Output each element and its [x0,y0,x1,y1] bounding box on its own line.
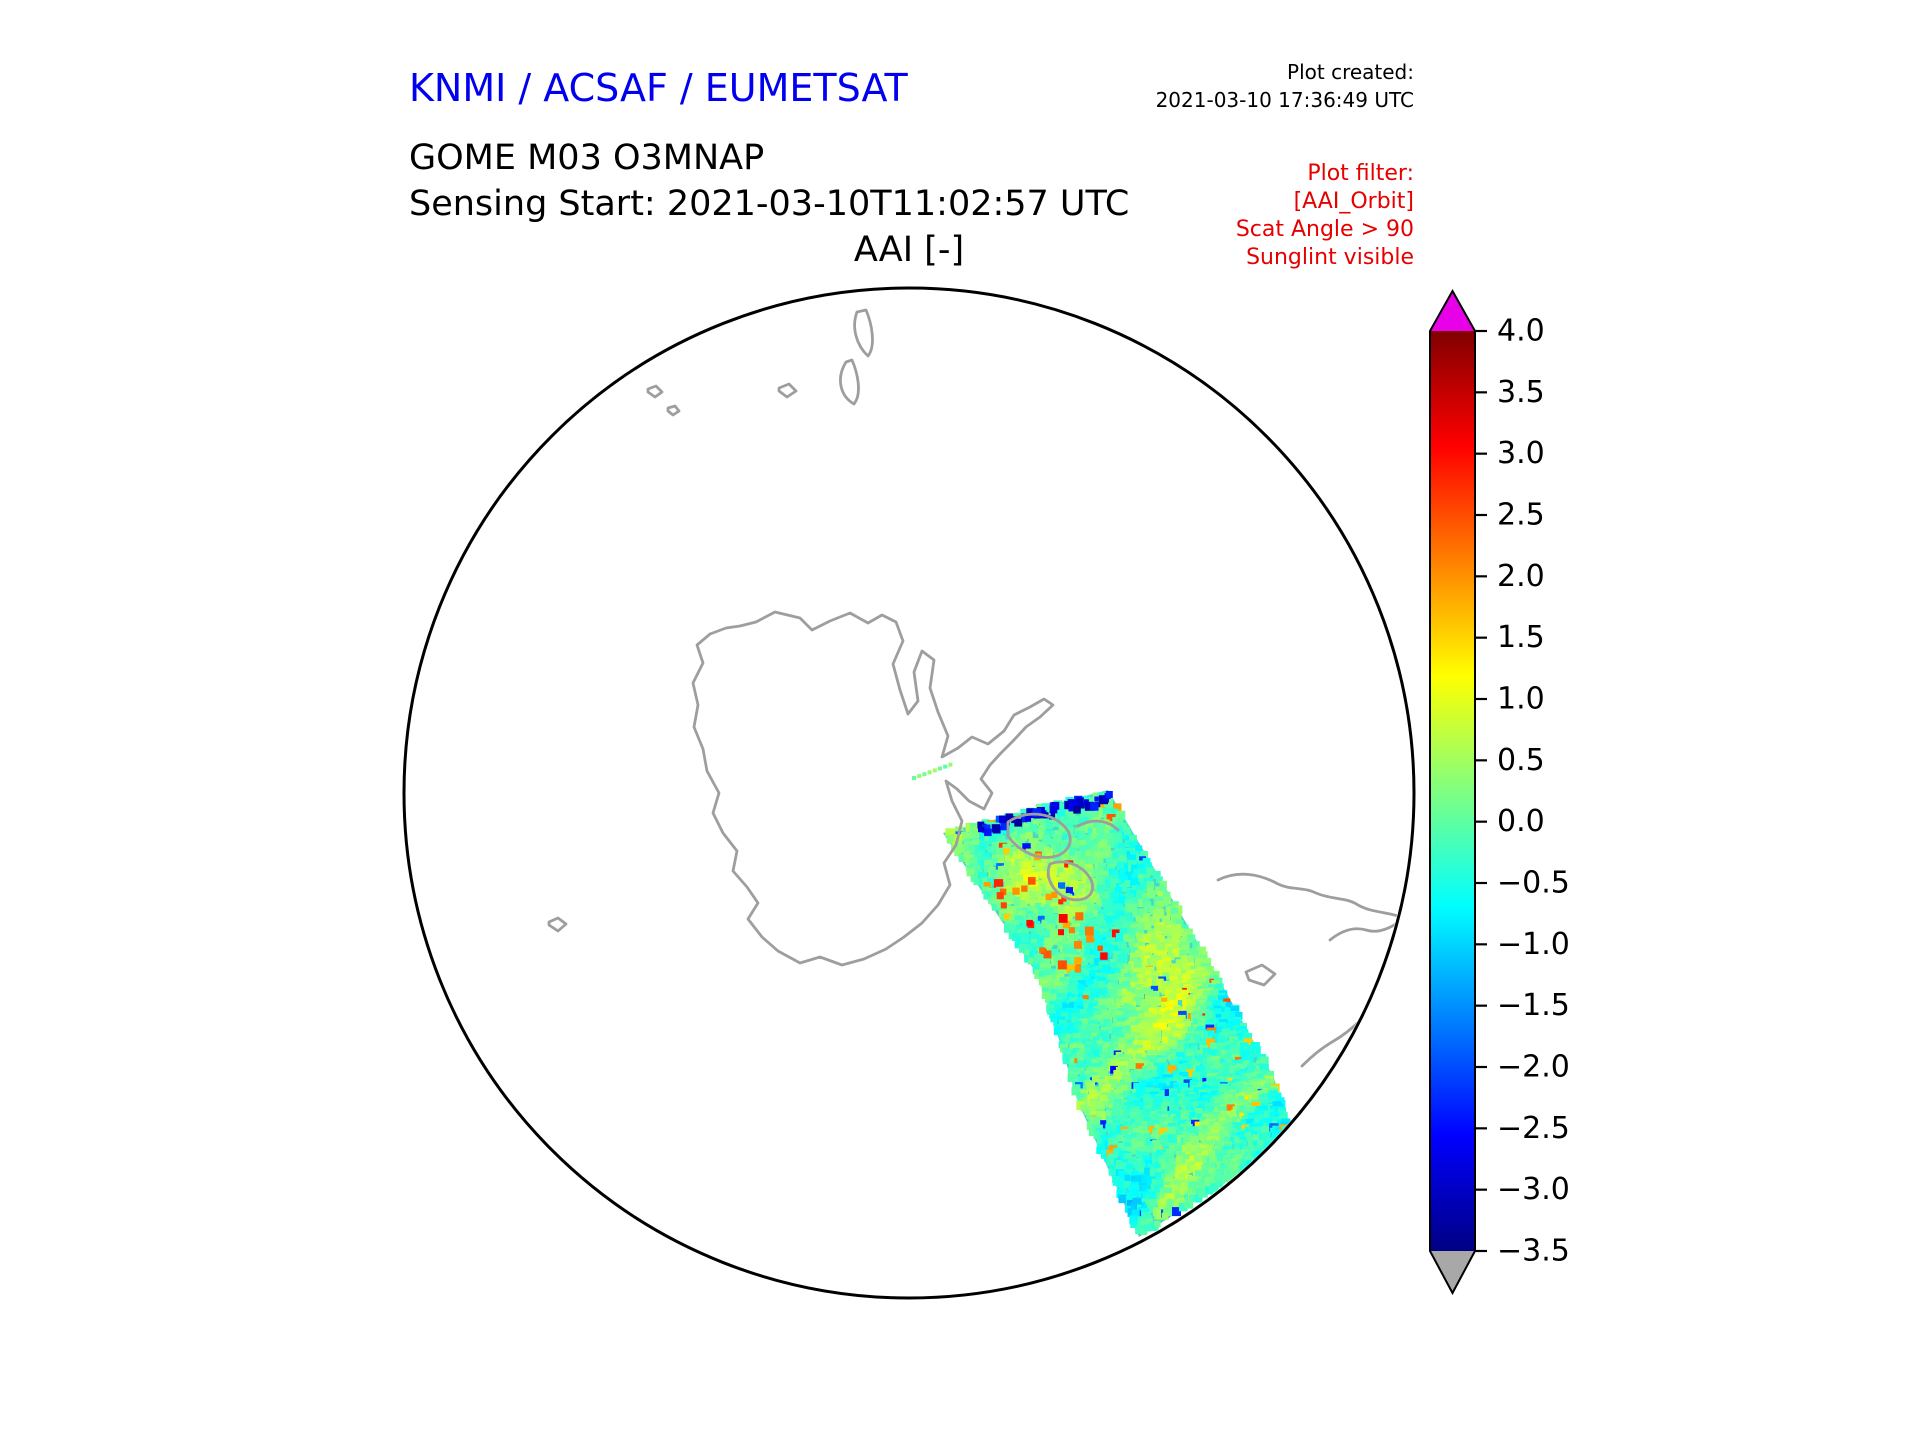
coastline [1076,819,1120,832]
agency-title: KNMI / ACSAF / EUMETSAT [409,66,908,110]
coastline [1216,872,1406,920]
coastline [1046,860,1094,902]
colorbar-tick-label: 3.0 [1497,436,1545,471]
colorbar-tick-label: 1.0 [1497,682,1545,717]
colorbar-tick-label: −1.5 [1497,988,1570,1023]
colorbar-tick-label: 0.0 [1497,804,1545,839]
colorbar-tick-label: 4.0 [1497,314,1545,349]
coastline [777,382,798,399]
colorbar-tick-label: 2.5 [1497,498,1545,533]
aai-swath [912,762,1296,1237]
colorbar-over-arrow [1430,291,1475,331]
colorbar: 4.0 3.5 3.0 2.5 2.0 1.5 1.0 0.5 0.0 −0.5 −1.0 −1.5 −… [1429,288,1570,1296]
colorbar-tick-label: −3.5 [1497,1234,1570,1269]
colorbar-gradient [1430,331,1475,1251]
plot-created-value: 2021-03-10 17:36:49 UTC [1155,88,1414,112]
plot-filter-line: [AAI_Orbit] [1293,189,1414,214]
colorbar-tick-label: −2.0 [1497,1050,1570,1085]
coastline [853,308,874,358]
colorbar-tick-label: 3.5 [1497,375,1545,410]
sensing-start: Sensing Start: 2021-03-10T11:02:57 UTC [409,184,1130,224]
coastline [691,610,1055,967]
plot-filter-line: Plot filter: [1307,161,1414,186]
coastlines [547,308,1412,1068]
colorbar-tick-label: −3.0 [1497,1172,1570,1207]
plot-filter: Plot filter: [AAI_Orbit] Scat Angle > 90… [1236,160,1414,272]
plot-created: Plot created: 2021-03-10 17:36:49 UTC [1156,58,1414,114]
coastline [1328,916,1406,942]
colorbar-tick-label: −1.0 [1497,927,1570,962]
coastline [646,384,664,399]
map-title: AAI [-] [853,230,965,270]
coastline [547,916,568,933]
plot-filter-line: Sunglint visible [1246,245,1414,270]
map-boundary-circle [402,286,1416,1300]
coastline [1244,963,1277,987]
colorbar-tick-label: −0.5 [1497,866,1570,901]
plot-filter-line: Scat Angle > 90 [1235,217,1414,242]
product-title: GOME M03 O3MNAP [409,138,765,178]
plot-created-label: Plot created: [1287,60,1414,84]
coastline [1006,812,1072,859]
colorbar-tick-label: 0.5 [1497,743,1545,778]
coastline [839,358,860,406]
colorbar-tick-label: 2.0 [1497,559,1545,594]
colorbar-tick-label: 1.5 [1497,620,1545,655]
map-area [402,286,1416,1300]
coastline [666,404,681,417]
colorbar-under-arrow [1430,1251,1475,1293]
colorbar-tick-label: −2.5 [1497,1111,1570,1146]
